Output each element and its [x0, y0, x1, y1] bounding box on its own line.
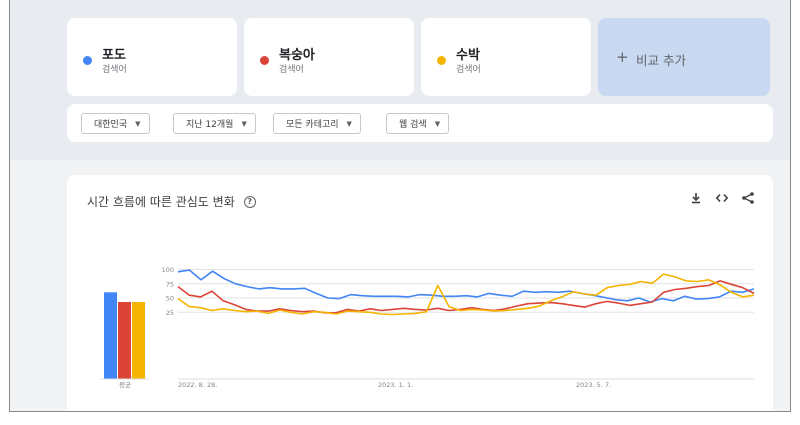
series-dot-2: [437, 56, 446, 65]
series-line-2: [177, 273, 755, 316]
y-tick-label: 50: [166, 295, 174, 303]
series-line-0: [177, 269, 755, 303]
term-type-0: 검색어: [102, 65, 127, 75]
term-card-0[interactable]: 포도 검색어: [67, 18, 237, 96]
trends-frame: 포도 검색어 복숭아 검색어 수박 검색어 + 비교 추가 대한민국 ▼ 지난 1…: [9, 0, 791, 412]
embed-code-icon[interactable]: [715, 191, 729, 205]
average-label: 평균: [119, 380, 131, 389]
add-comparison-button[interactable]: + 비교 추가: [598, 18, 770, 96]
series-line-1: [177, 280, 755, 314]
interest-over-time-panel: 시간 흐름에 따른 관심도 변화 ? 100 75 50 25 평균 2022. 8. 2…: [67, 175, 773, 411]
dropdown-caret-icon: ▼: [434, 119, 441, 128]
y-tick-label: 25: [166, 309, 174, 317]
term-type-1: 검색어: [279, 65, 304, 75]
help-icon[interactable]: ?: [243, 195, 256, 208]
search-type-filter[interactable]: 웹 검색 ▼: [386, 113, 450, 134]
average-bar-1: [118, 301, 131, 379]
term-label-0: 포도: [102, 48, 126, 63]
term-label-2: 수박: [456, 48, 480, 63]
term-card-2[interactable]: 수박 검색어: [421, 18, 591, 96]
category-filter-label: 모든 카테고리: [286, 120, 339, 130]
time-range-filter-label: 지난 12개월: [186, 120, 234, 130]
dropdown-caret-icon: ▼: [346, 119, 352, 128]
search-type-filter-label: 웹 검색: [399, 120, 427, 130]
share-icon[interactable]: [741, 191, 755, 205]
term-label-1: 복숭아: [279, 48, 315, 63]
series-dot-0: [83, 56, 92, 65]
series-dot-1: [260, 56, 269, 65]
time-range-filter[interactable]: 지난 12개월 ▼: [173, 113, 256, 134]
download-icon[interactable]: [689, 191, 703, 205]
category-filter[interactable]: 모든 카테고리 ▼: [273, 113, 361, 134]
term-type-2: 검색어: [456, 65, 481, 75]
y-tick-label: 75: [166, 280, 174, 288]
panel-title-text: 시간 흐름에 따른 관심도 변화: [87, 195, 235, 209]
plus-icon: +: [616, 48, 629, 66]
interest-chart: 100 75 50 25 평균 2022. 8. 28. 2023. 1. 1. 2023. …: [100, 266, 755, 389]
panel-title: 시간 흐름에 따른 관심도 변화 ?: [87, 193, 256, 210]
panel-tools: [689, 191, 755, 205]
add-comparison-label: 비교 추가: [636, 53, 686, 68]
x-tick-label: 2023. 5. 7.: [576, 381, 611, 389]
dropdown-caret-icon: ▼: [135, 119, 141, 128]
dropdown-caret-icon: ▼: [241, 119, 247, 128]
x-tick-label: 2022. 8. 28.: [178, 381, 217, 389]
compare-cards: 포도 검색어 복숭아 검색어 수박 검색어 + 비교 추가: [67, 18, 770, 96]
x-tick-label: 2023. 1. 1.: [378, 381, 413, 389]
filter-bar: 대한민국 ▼ 지난 12개월 ▼ 모든 카테고리 ▼ 웹 검색 ▼: [67, 104, 773, 142]
average-bar-2: [132, 301, 145, 379]
region-filter[interactable]: 대한민국 ▼: [81, 113, 150, 134]
average-bar-0: [104, 292, 117, 379]
region-filter-label: 대한민국: [94, 120, 128, 130]
term-card-1[interactable]: 복숭아 검색어: [244, 18, 414, 96]
y-tick-label: 100: [162, 266, 174, 274]
